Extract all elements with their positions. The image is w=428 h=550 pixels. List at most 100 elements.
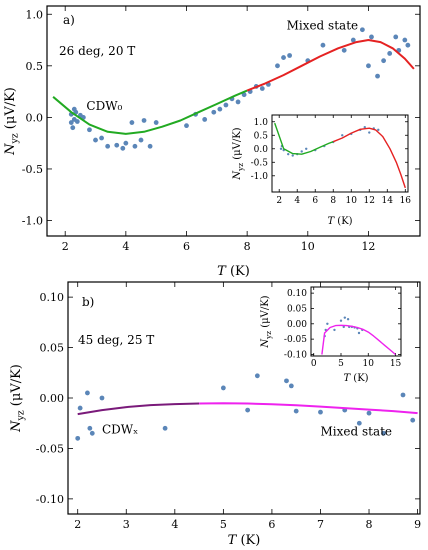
panel-a-inset-xtick-label: 8 <box>330 196 336 206</box>
panel-a-inset-point <box>279 147 283 150</box>
panel-a-point <box>402 37 408 43</box>
panel-b-point <box>288 383 294 389</box>
panel-a-point <box>211 109 217 115</box>
panel-a-point <box>138 137 144 143</box>
panel-a-inset-ylabel: Nyz (μV/K) <box>232 127 245 180</box>
panel-b-point <box>410 417 416 423</box>
panel-a-point <box>320 42 326 48</box>
panel-a-inset-xtick-label: 10 <box>346 196 358 206</box>
panel-b-xlabel: T (K) <box>228 533 261 548</box>
panel-b-point <box>356 420 362 426</box>
panel-a-inset-ytick-label: -1.0 <box>251 172 269 182</box>
panel-b-xtick-label: 5 <box>220 518 227 531</box>
panel-a-point <box>259 86 265 91</box>
panel-b-point <box>220 385 226 391</box>
panel-a-ytick-label: -0.5 <box>22 163 43 176</box>
panel-a-inset-point <box>341 134 344 137</box>
panel-b-point <box>89 430 95 436</box>
panel-a-inset-point <box>305 147 308 150</box>
panel-b-point <box>366 410 372 416</box>
panel-a-point <box>132 143 138 149</box>
panel-a-ytick-label: 0.5 <box>26 60 44 73</box>
panel-b-point <box>85 390 90 396</box>
panel-b-point <box>381 430 386 436</box>
panel-b-inset-point <box>343 316 347 319</box>
panel-a-fit-line <box>52 89 248 135</box>
panel-a-point <box>129 120 135 125</box>
panel-a-inset: 2 4 6 8 10 12 14 16 -1.0 -0.5 0.0 0.5 1.0 T (K) Nyz (μ… <box>232 114 411 227</box>
panel-a-point <box>74 119 80 124</box>
panel-a-point <box>223 102 229 108</box>
panel-b-fit-line <box>77 402 200 416</box>
panel-a-point <box>366 63 371 69</box>
panel-b-inset-fit-line <box>321 324 396 356</box>
panel-a-point <box>114 142 120 148</box>
panel-b-fit-line <box>199 402 418 415</box>
panel-a-letter: a) <box>63 13 75 27</box>
panel-b-xtick-label: 4 <box>171 518 178 531</box>
panel-b-point <box>99 395 105 401</box>
panel-a-inset-point <box>368 131 371 134</box>
panel-b-inset-xtick-label: 15 <box>390 359 402 369</box>
panel-a-point <box>381 58 387 64</box>
panel-a-point <box>350 37 356 43</box>
panel-a-point <box>369 34 374 40</box>
panel-b-point <box>254 373 260 379</box>
panel-b-letter: b) <box>82 295 94 309</box>
panel-b-point <box>87 425 93 431</box>
panel-a-annotation-0: CDW₀ <box>86 99 122 113</box>
panel-a-point <box>241 92 247 98</box>
panel-b-inset-point <box>342 325 345 329</box>
panel-b-inset-point <box>346 318 350 321</box>
panel-a-point <box>70 125 76 131</box>
panel-a-ylabel: Nyz (μV/K) <box>3 87 21 156</box>
panel-a-inset-xlabel: T (K) <box>327 216 352 227</box>
panel-a-point <box>141 118 147 123</box>
panel-a-inset-ytick-label: -0.5 <box>251 158 269 168</box>
panel-b-xtick-label: 3 <box>123 518 130 531</box>
panel-a-point <box>287 53 293 58</box>
panel-a-xtick-label: 4 <box>122 240 129 253</box>
panel-b-inset-xtick-label: 10 <box>363 359 375 369</box>
panel-b-xtick-label: 6 <box>268 518 275 531</box>
panel-a-inset-ytick-label: 1.0 <box>254 118 269 128</box>
panel-a-inset-point <box>377 128 380 132</box>
panel-a-point <box>153 120 159 125</box>
panel-a-ytick-label: 1.0 <box>26 8 44 21</box>
panel-a-point <box>281 55 286 60</box>
panel-b-point <box>162 425 168 431</box>
panel-a-inset-ytick-label: 0.0 <box>254 145 269 155</box>
panel-b-point <box>293 408 299 414</box>
panel-a-point <box>147 143 153 149</box>
panel-b-ytick-label: -0.10 <box>36 493 64 506</box>
panel-a-inset-xtick-label: 4 <box>294 196 300 206</box>
panel-a-inset-point <box>300 150 303 153</box>
panel-b-inset-xtick-label: 0 <box>311 359 317 369</box>
panel-a-point <box>105 143 111 149</box>
panel-a-point <box>275 63 280 69</box>
panel-a-point <box>120 145 126 151</box>
panel-b-annotation-1: Mixed state <box>320 424 392 438</box>
panel-a-xtick-label: 2 <box>62 240 69 253</box>
panel-a-point <box>68 120 74 125</box>
panel-b-inset-ytick-label: 0.05 <box>287 304 307 314</box>
panel-a-point <box>387 51 393 56</box>
panel-b-xtick-label: 9 <box>414 518 421 531</box>
panel-a-inset-xtick-label: 12 <box>364 196 375 206</box>
panel-b-ytick-label: -0.05 <box>36 442 64 455</box>
panel-b-point <box>400 392 406 398</box>
panel-b-point <box>284 378 289 384</box>
panel-a-xtick-label: 10 <box>301 240 315 253</box>
panel-b-ytick-label: 0.00 <box>40 392 65 405</box>
panel-b-inset-point <box>339 319 343 322</box>
panel-a-point <box>93 137 98 143</box>
panel-a-xtick-label: 6 <box>183 240 190 253</box>
panel-a-point <box>341 47 347 53</box>
panel-b-inset-ytick-label: -0.05 <box>284 335 307 345</box>
panel-a-point <box>202 117 208 122</box>
panel-b-inset-ylabel: Nyz (μV/K) <box>260 295 273 348</box>
panel-a-ytick-label: -1.0 <box>22 215 43 228</box>
panel-a-xlabel: T (K) <box>217 264 250 279</box>
panel-b-xtick-label: 8 <box>366 518 373 531</box>
panel-a-inset-xtick-label: 14 <box>382 196 394 206</box>
